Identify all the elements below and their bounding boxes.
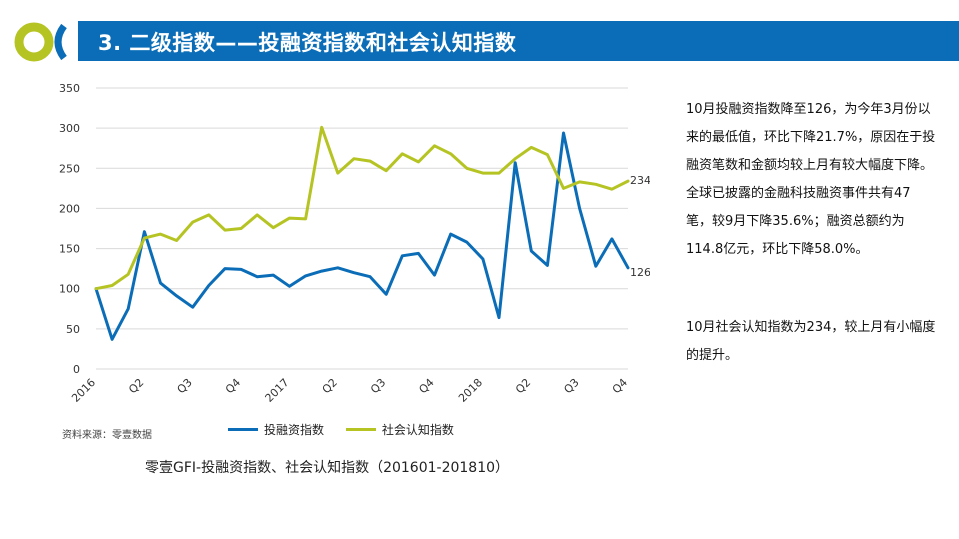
legend-swatch-investment <box>228 428 258 431</box>
legend-label-investment: 投融资指数 <box>264 423 325 437</box>
x-tick-label: Q4 <box>610 376 630 396</box>
y-tick-label: 0 <box>73 363 80 376</box>
x-tick-label: Q4 <box>223 376 243 396</box>
x-tick-label: Q2 <box>513 376 533 396</box>
x-tick-label: Q2 <box>126 376 146 396</box>
x-tick-label: Q3 <box>561 376 581 396</box>
y-tick-label: 300 <box>59 122 80 135</box>
commentary-paragraph-1: 10月投融资指数降至126，为今年3月份以来的最低值，环比下降21.7%，原因在… <box>686 102 936 257</box>
series-line-1 <box>94 125 630 291</box>
legend-label-awareness: 社会认知指数 <box>381 423 454 437</box>
series-line-0 <box>94 131 630 341</box>
x-tick-label: 2017 <box>263 376 292 405</box>
legend-item-investment: 投融资指数 <box>228 421 324 438</box>
series-end-label-1: 234 <box>630 174 650 187</box>
x-tick-label: Q3 <box>368 376 388 396</box>
legend-item-awareness: 社会认知指数 <box>345 421 454 438</box>
title-bar: 3. 二级指数——投融资指数和社会认知指数 <box>78 21 959 61</box>
x-tick-label: Q4 <box>416 376 436 396</box>
x-tick-label: 2018 <box>456 376 485 405</box>
y-tick-label: 250 <box>59 162 80 175</box>
chart-caption: 零壹GFI-投融资指数、社会认知指数（201601-201810） <box>145 460 510 476</box>
line-chart: 0 50 100 150 200 250 300 350 2016 Q2 Q3 Q4 2017 Q2 Q3 Q… <box>40 78 650 448</box>
source-note: 资料来源：零壹数据 <box>62 430 152 441</box>
chart-legend: 投融资指数 社会认知指数 <box>228 420 472 438</box>
y-tick-label: 350 <box>59 82 80 95</box>
y-tick-label: 50 <box>66 323 80 336</box>
legend-swatch-awareness <box>345 428 376 431</box>
series-end-label-0: 126 <box>630 266 650 279</box>
x-tick-label: Q2 <box>320 376 340 396</box>
x-tick-label: Q3 <box>175 376 195 396</box>
brand-logo <box>14 22 67 62</box>
x-tick-label: 2016 <box>69 376 98 405</box>
commentary-paragraph-2: 10月社会认知指数为234，较上月有小幅度的提升。 <box>686 320 936 363</box>
y-tick-label: 150 <box>59 243 80 256</box>
page-title: 3. 二级指数——投融资指数和社会认知指数 <box>98 31 517 55</box>
chart-canvas: 0 50 100 150 200 250 300 350 2016 Q2 Q3 Q4 2017 Q2 Q3 Q… <box>59 82 650 405</box>
y-tick-label: 200 <box>59 202 80 215</box>
y-tick-label: 100 <box>59 283 80 296</box>
